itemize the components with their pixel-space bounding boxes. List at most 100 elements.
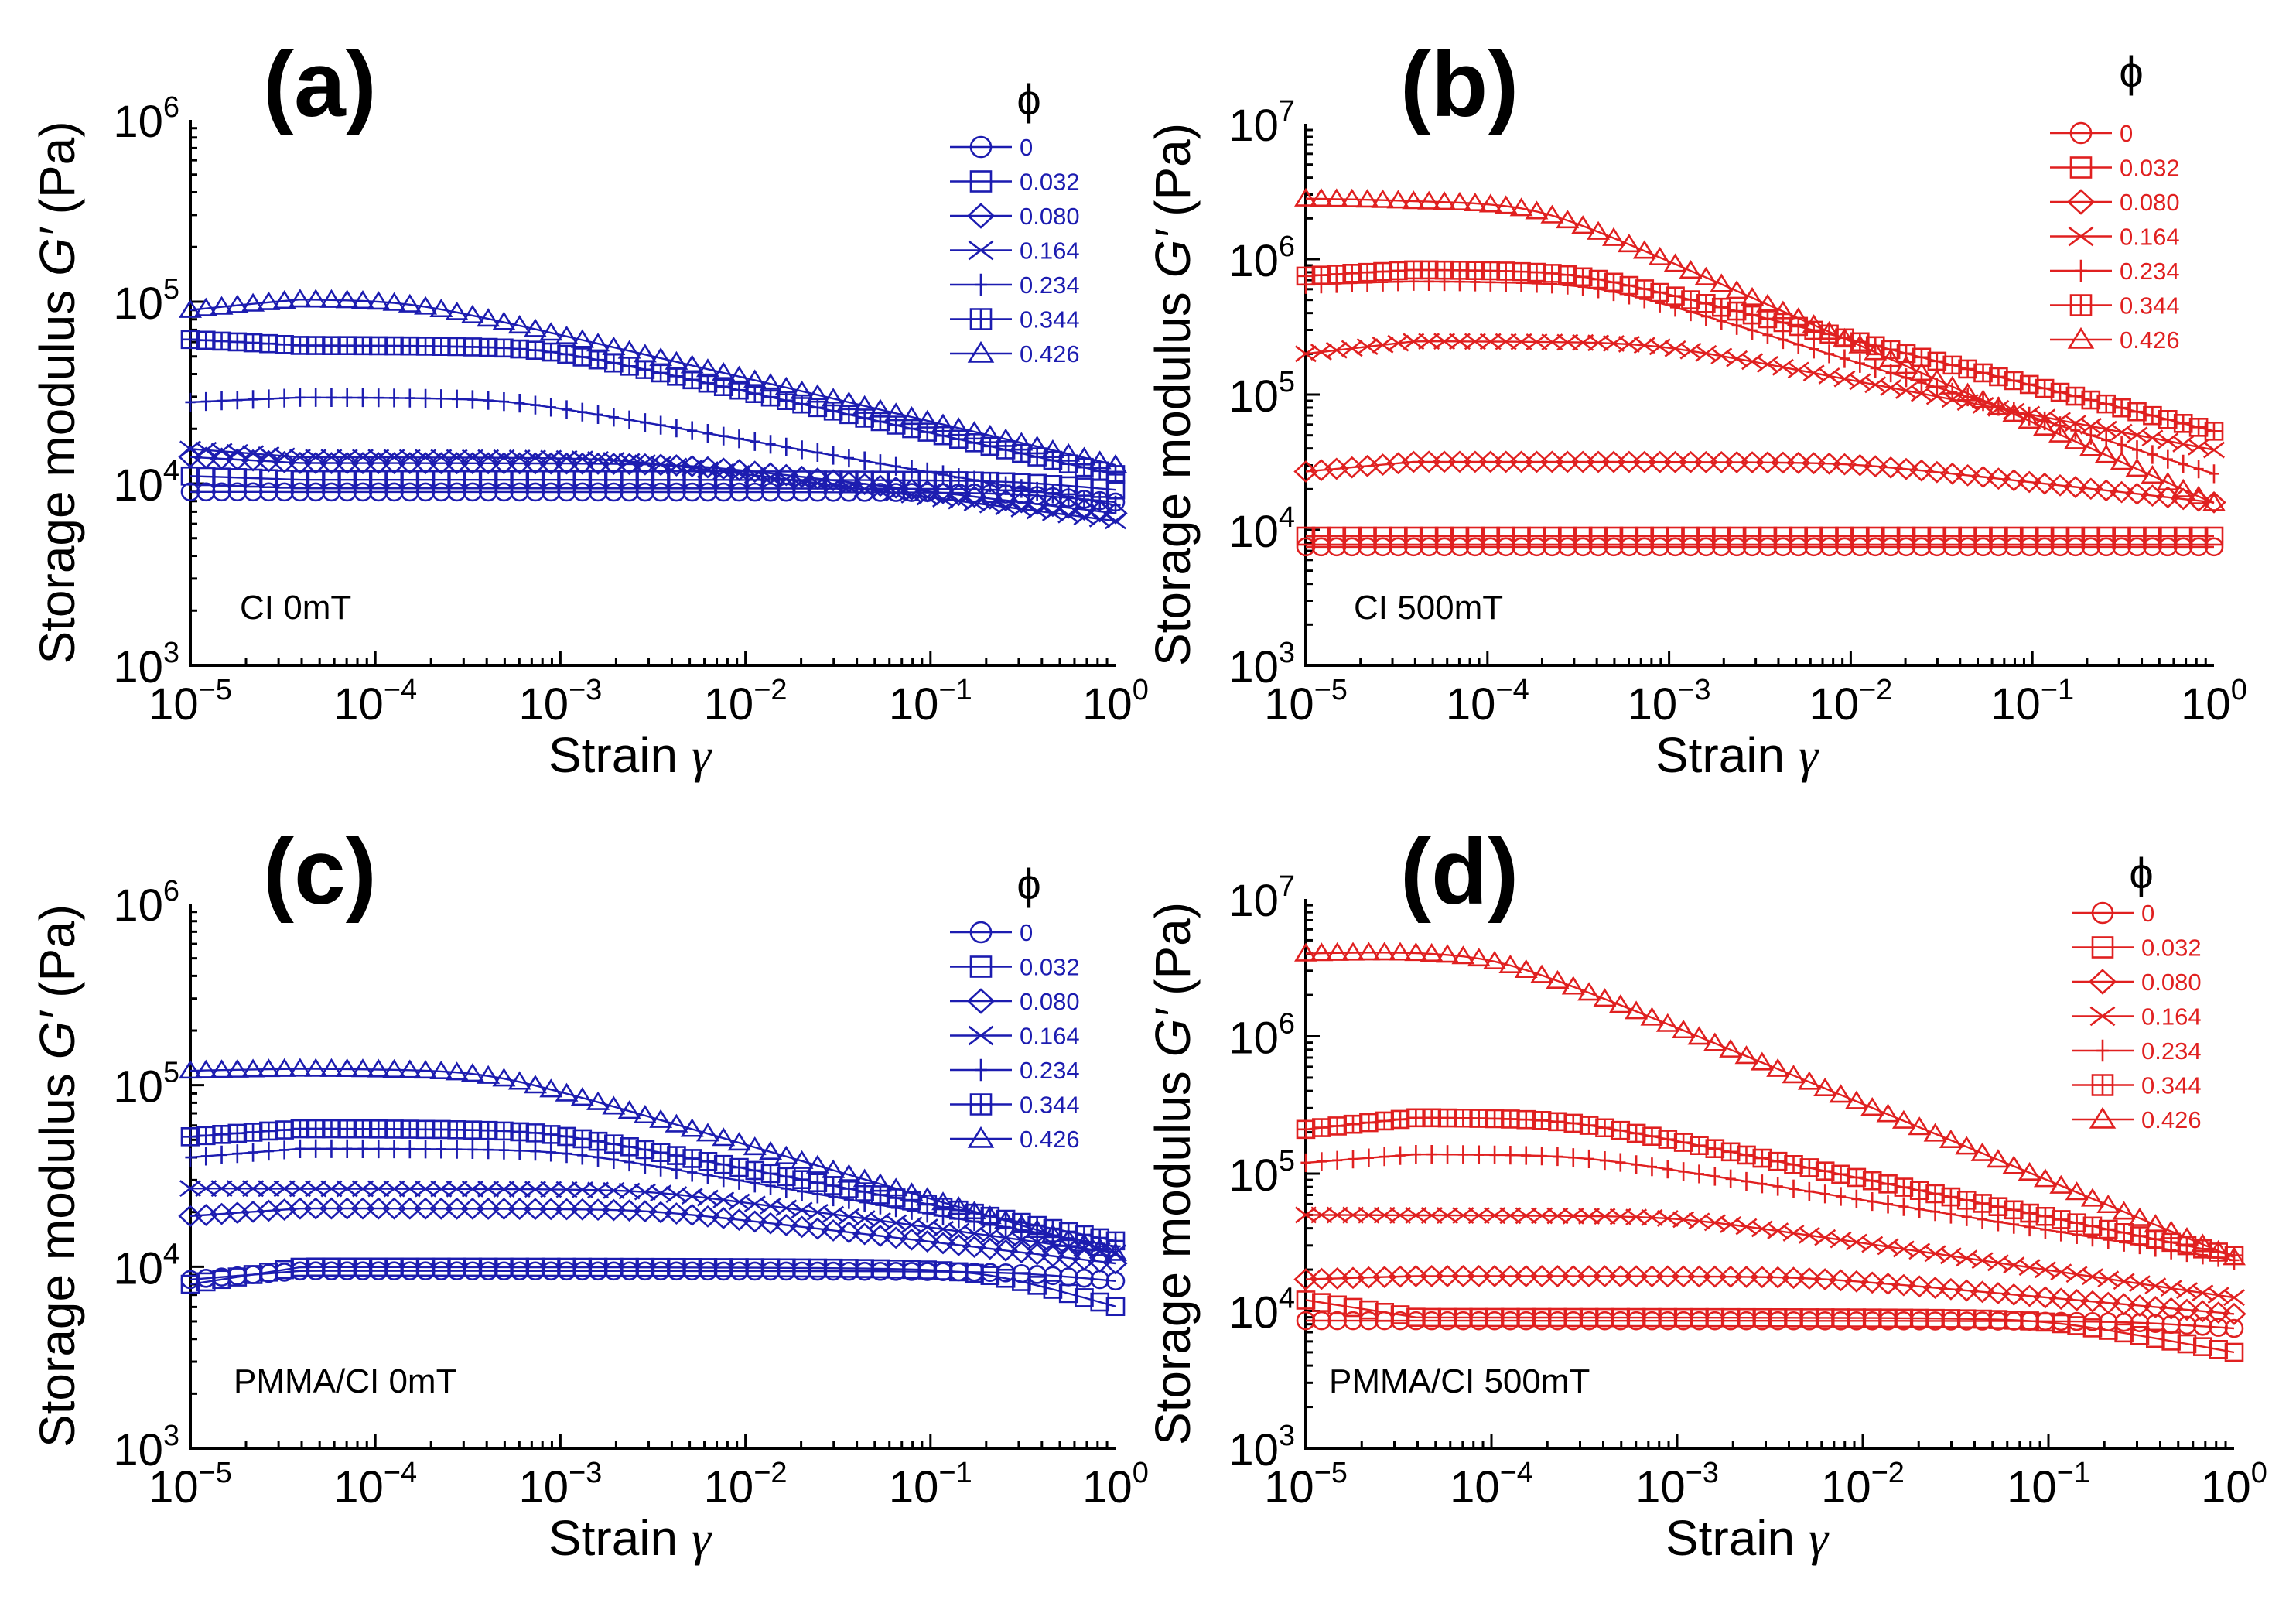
data-point: [272, 1058, 296, 1077]
data-point: [1088, 1237, 1112, 1256]
data-point: [1375, 1111, 1394, 1131]
data-point: [477, 308, 501, 327]
data-point: [2094, 479, 2119, 502]
data-point: [1573, 267, 1593, 287]
data-point: [1894, 457, 1918, 480]
data-point: [353, 470, 373, 490]
data-point: [2130, 1226, 2150, 1246]
series-line: [190, 1187, 1116, 1254]
data-point: [467, 390, 478, 409]
data-point: [1465, 537, 1485, 557]
data-point: [1973, 526, 1993, 546]
data-point: [962, 1236, 987, 1259]
data-point: [965, 1263, 984, 1283]
data-point: [1342, 1206, 1364, 1224]
data-point: [931, 413, 955, 432]
data-point: [1711, 537, 1731, 557]
data-point: [368, 1257, 388, 1277]
data-point: [743, 460, 767, 484]
data-point: [1545, 1265, 1570, 1287]
data-point: [1833, 370, 1856, 388]
data-point: [2188, 418, 2209, 437]
data-point: [494, 482, 514, 502]
data-point: [179, 1180, 201, 1198]
data-point: [1625, 1000, 1649, 1020]
data-point: [781, 437, 791, 456]
x-axis-label: Strain γ: [1655, 727, 1819, 783]
legend: ϕ 0 0.032 0.080 0.164 0.234 0.344 0.426: [2072, 849, 2202, 1133]
data-point: [384, 336, 404, 356]
data-point: [1012, 1272, 1031, 1291]
data-point: [774, 1214, 798, 1236]
data-point: [1433, 191, 1457, 210]
data-point: [1705, 1139, 1725, 1159]
data-point: [1343, 1297, 1363, 1318]
data-point: [1419, 537, 1439, 557]
data-point: [2004, 537, 2024, 557]
data-point: [1485, 1307, 1505, 1328]
y-tick-label: 107: [1228, 95, 1295, 151]
data-point: [180, 1127, 200, 1147]
data-point: [1939, 1277, 1963, 1301]
y-axis-label: Storage modulus G′ (Pa): [29, 904, 85, 1447]
data-point: [1705, 1307, 1725, 1328]
data-point: [2202, 492, 2226, 511]
data-point: [196, 482, 216, 502]
data-point: [1588, 269, 1608, 289]
data-point: [1573, 537, 1593, 557]
data-point: [2020, 1311, 2039, 1331]
data-point: [194, 297, 218, 316]
data-point: [1327, 1116, 1347, 1136]
data-point: [931, 1191, 955, 1211]
data-point: [1912, 537, 1932, 557]
data-point: [1648, 246, 1672, 265]
data-point: [388, 388, 400, 408]
data-point: [2127, 1294, 2152, 1318]
data-point: [993, 489, 1018, 512]
data-point: [808, 1173, 828, 1192]
data-point: [1406, 1307, 1426, 1327]
data-point: [1579, 1307, 1599, 1328]
legend: ϕ 0 0.032 0.080 0.164 0.234 0.344 0.426: [2050, 47, 2180, 354]
data-point: [1626, 1123, 1646, 1143]
data-point: [2141, 465, 2164, 484]
data-point: [398, 1180, 421, 1198]
data-point: [774, 376, 798, 396]
data-point: [726, 459, 752, 482]
data-point: [342, 388, 353, 408]
data-point: [2018, 1161, 2041, 1181]
data-point: [275, 1260, 294, 1280]
data-point: [870, 1259, 890, 1279]
data-point: [1671, 1265, 1696, 1288]
data-point: [2112, 537, 2131, 557]
legend-marker: [968, 1025, 994, 1046]
data-point: [947, 1196, 971, 1215]
data-point: [931, 1232, 955, 1255]
x-axis-label: Strain γ: [548, 727, 712, 783]
data-point: [2049, 1174, 2073, 1194]
data-point: [1540, 204, 1564, 224]
data-point: [978, 487, 1003, 510]
data-point: [342, 1139, 353, 1158]
x-tick-label: 10−3: [518, 1457, 602, 1512]
data-point: [2067, 1213, 2086, 1232]
data-point: [1422, 1307, 1442, 1328]
data-point: [808, 1258, 828, 1278]
data-point: [718, 426, 729, 446]
data-point: [1512, 537, 1531, 557]
data-point: [1485, 1109, 1505, 1129]
data-point: [272, 450, 297, 473]
data-point: [2096, 1291, 2120, 1314]
data-point: [2050, 537, 2070, 557]
axis-ticks: [1304, 128, 2207, 667]
data-point: [1482, 1265, 1507, 1287]
data-point: [2224, 1318, 2244, 1338]
data-point: [1451, 945, 1475, 965]
data-point: [2050, 526, 2070, 546]
data-point: [436, 1140, 446, 1159]
data-point: [1925, 368, 1949, 388]
data-point: [593, 405, 603, 425]
data-point: [510, 1122, 529, 1142]
legend-marker: [2091, 901, 2114, 925]
data-point: [1481, 526, 1501, 546]
